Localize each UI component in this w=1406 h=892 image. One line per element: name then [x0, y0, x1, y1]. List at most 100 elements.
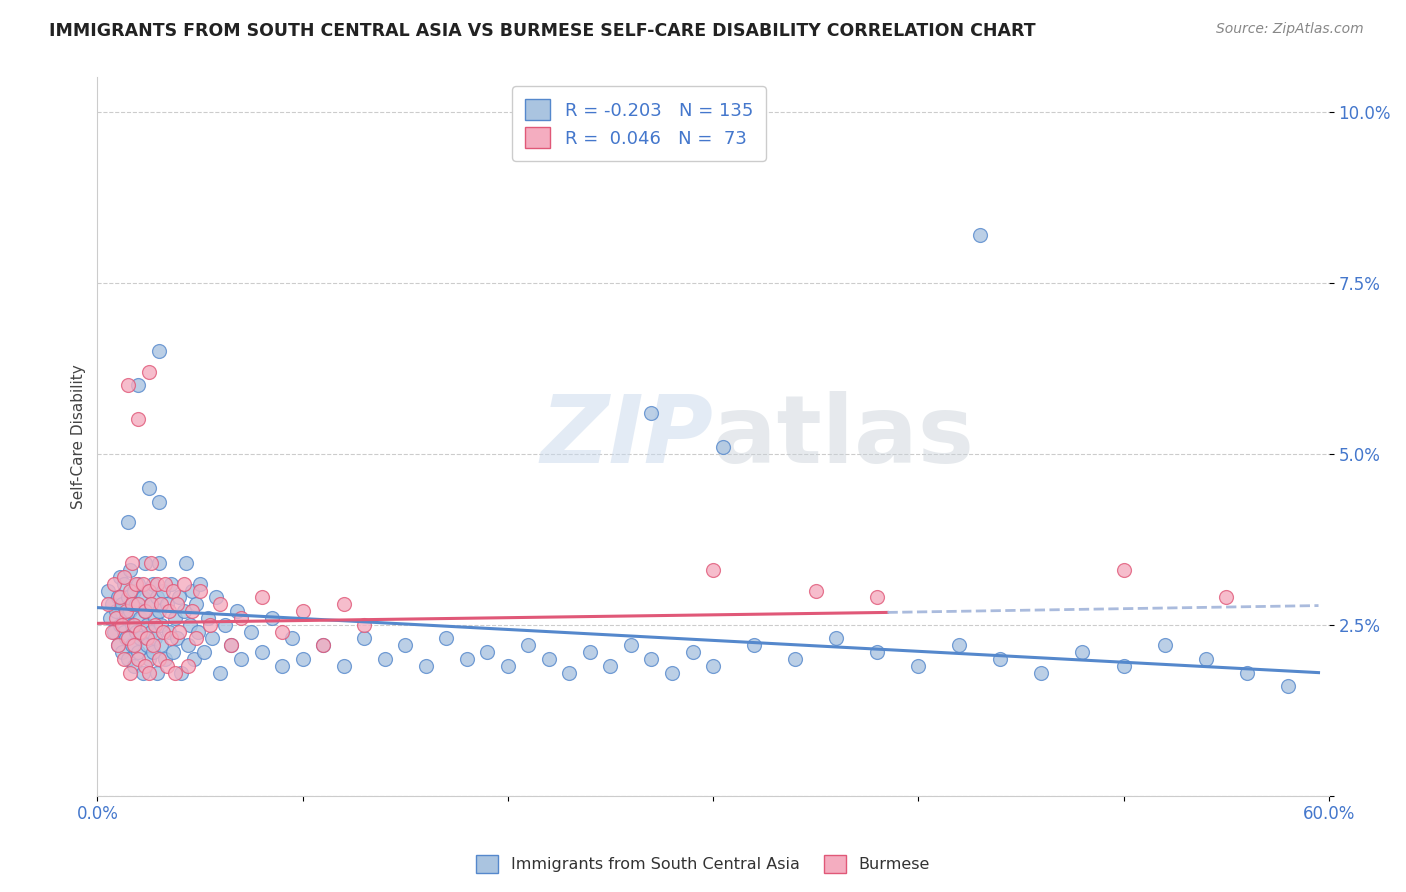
Point: [148, 344, 170, 359]
Point: [148, 652, 170, 666]
Text: Source: ZipAtlas.com: Source: ZipAtlas.com: [1216, 22, 1364, 37]
Point: [537, 652, 560, 666]
Point: [97, 597, 120, 611]
Point: [166, 597, 188, 611]
Point: [138, 583, 160, 598]
Point: [702, 658, 724, 673]
Point: [184, 632, 207, 646]
Point: [124, 638, 146, 652]
Point: [174, 556, 197, 570]
Point: [127, 412, 149, 426]
Point: [640, 652, 662, 666]
Point: [156, 658, 179, 673]
Point: [866, 645, 889, 659]
Point: [209, 665, 232, 680]
Point: [162, 583, 184, 598]
Point: [682, 645, 704, 659]
Point: [176, 658, 198, 673]
Point: [108, 591, 131, 605]
Point: [1215, 591, 1237, 605]
Point: [579, 645, 602, 659]
Point: [121, 638, 143, 652]
Point: [250, 591, 273, 605]
Point: [108, 570, 131, 584]
Point: [149, 638, 172, 652]
Point: [143, 632, 166, 646]
Point: [112, 652, 135, 666]
Point: [125, 576, 148, 591]
Point: [477, 645, 499, 659]
Point: [97, 583, 120, 598]
Point: [209, 597, 232, 611]
Point: [142, 645, 165, 659]
Point: [1112, 658, 1135, 673]
Point: [148, 556, 170, 570]
Point: [139, 597, 162, 611]
Point: [138, 365, 160, 379]
Point: [250, 645, 273, 659]
Point: [804, 583, 827, 598]
Point: [188, 583, 211, 598]
Point: [103, 624, 125, 639]
Point: [131, 665, 153, 680]
Point: [785, 652, 807, 666]
Point: [124, 658, 146, 673]
Point: [312, 638, 335, 652]
Point: [1194, 652, 1216, 666]
Point: [197, 611, 219, 625]
Point: [111, 597, 134, 611]
Point: [142, 576, 165, 591]
Point: [129, 632, 152, 646]
Point: [180, 583, 202, 598]
Point: [134, 604, 156, 618]
Point: [120, 563, 142, 577]
Point: [120, 665, 142, 680]
Point: [139, 624, 162, 639]
Point: [117, 591, 139, 605]
Point: [115, 611, 138, 625]
Point: [112, 624, 135, 639]
Point: [948, 638, 970, 652]
Point: [153, 576, 176, 591]
Point: [165, 665, 187, 680]
Point: [173, 576, 195, 591]
Point: [142, 638, 165, 652]
Point: [98, 611, 121, 625]
Point: [332, 597, 354, 611]
Point: [152, 624, 174, 639]
Point: [138, 665, 160, 680]
Point: [200, 617, 222, 632]
Point: [260, 611, 283, 625]
Point: [1112, 563, 1135, 577]
Point: [353, 617, 375, 632]
Point: [127, 576, 149, 591]
Point: [219, 638, 242, 652]
Point: [100, 624, 122, 639]
Point: [1071, 645, 1094, 659]
Point: [990, 652, 1012, 666]
Point: [117, 378, 139, 392]
Point: [271, 624, 294, 639]
Point: [149, 617, 172, 632]
Point: [156, 597, 179, 611]
Point: [111, 617, 134, 632]
Point: [120, 604, 142, 618]
Point: [135, 638, 157, 652]
Point: [219, 638, 242, 652]
Point: [121, 597, 143, 611]
Legend: R = -0.203   N = 135, R =  0.046   N =  73: R = -0.203 N = 135, R = 0.046 N = 73: [513, 87, 766, 161]
Point: [134, 604, 156, 618]
Point: [173, 604, 195, 618]
Point: [229, 652, 252, 666]
Point: [127, 652, 149, 666]
Point: [138, 652, 160, 666]
Point: [143, 611, 166, 625]
Point: [148, 604, 170, 618]
Point: [115, 632, 138, 646]
Point: [599, 658, 621, 673]
Point: [135, 617, 157, 632]
Point: [496, 658, 519, 673]
Point: [374, 652, 396, 666]
Point: [229, 611, 252, 625]
Point: [291, 604, 314, 618]
